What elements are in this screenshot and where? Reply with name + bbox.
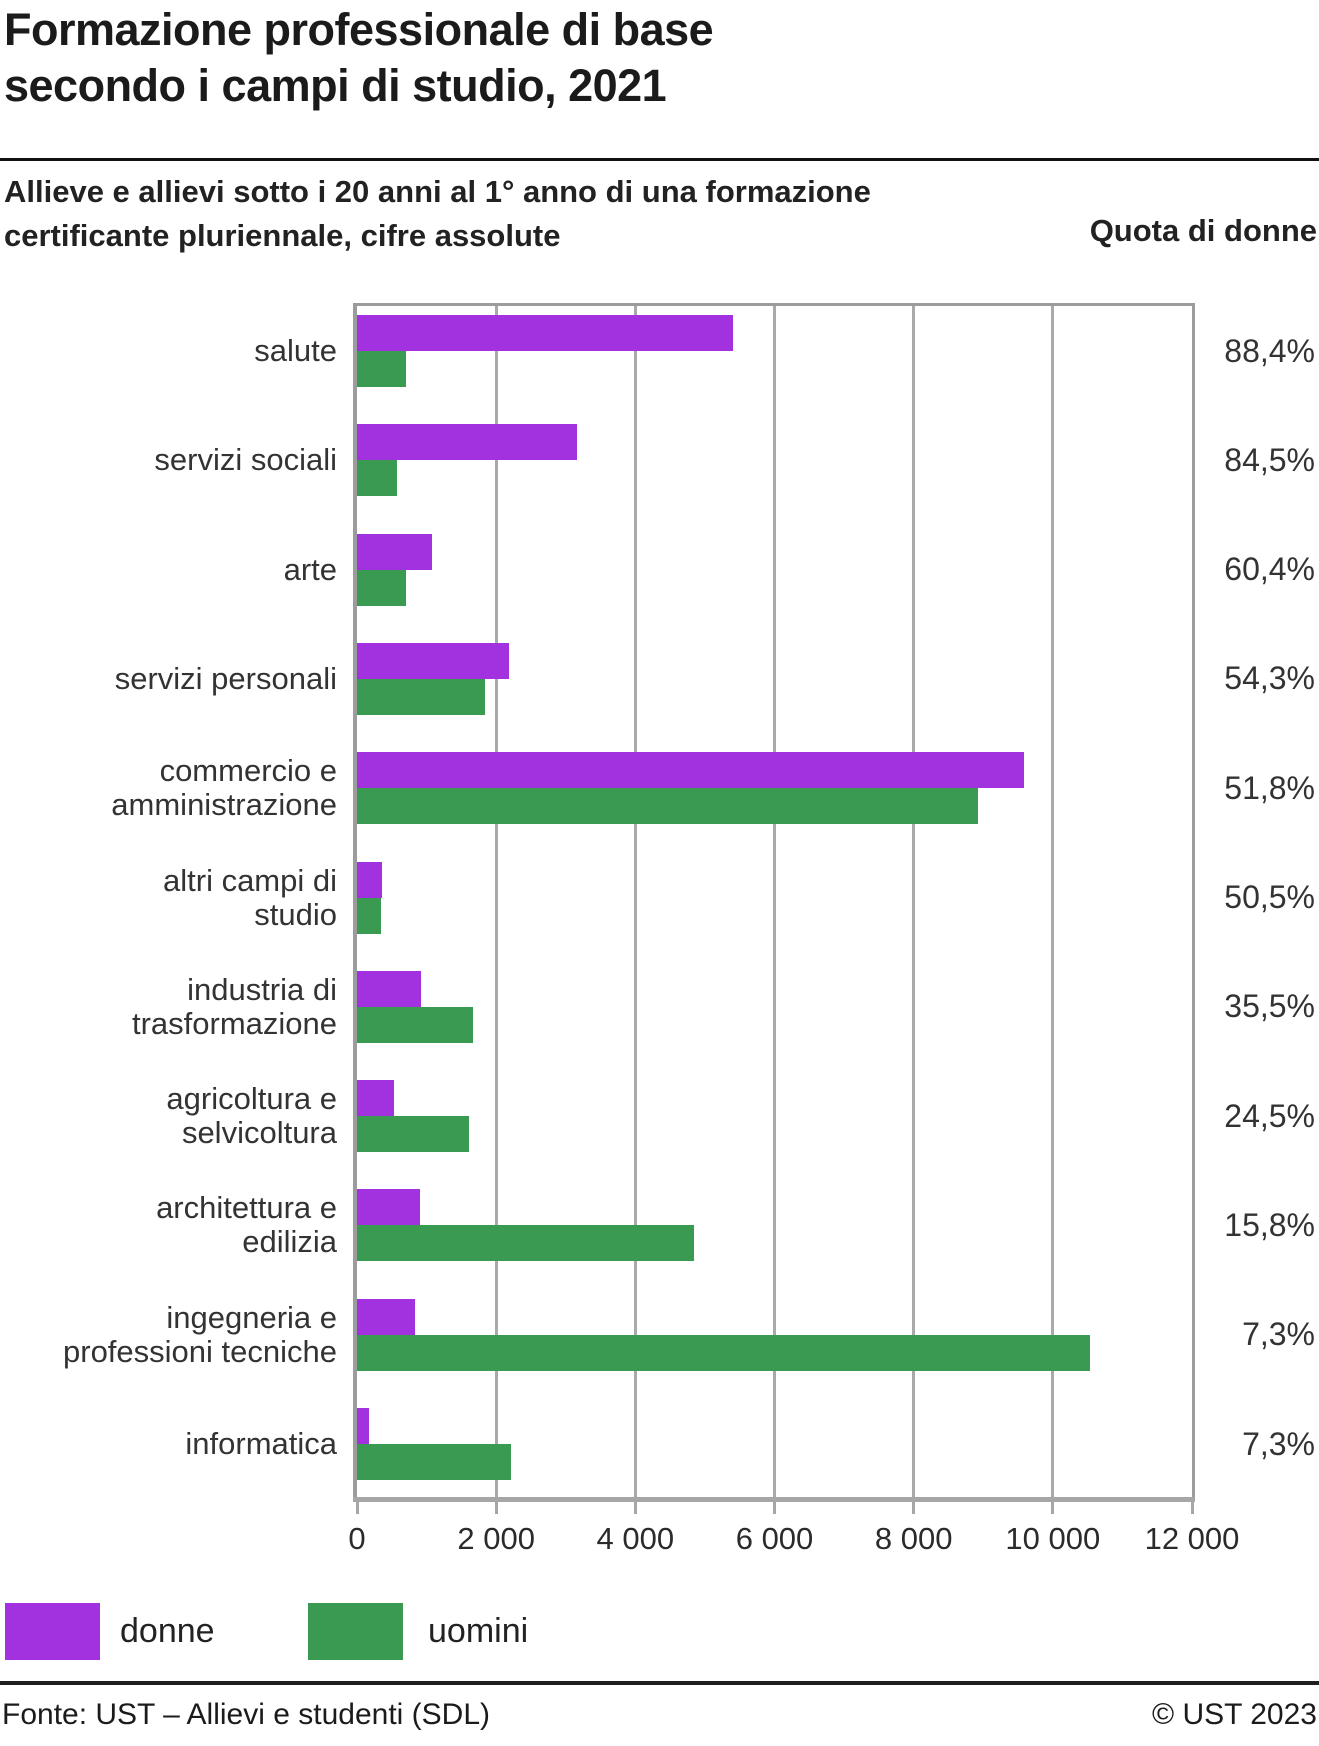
x-tick-label: 10 000 <box>1005 1521 1101 1556</box>
x-axis-tick-mark <box>773 1497 776 1514</box>
x-axis-tick-mark <box>494 1497 498 1514</box>
quota-donne-value-servizi-sociali: 84,5% <box>1224 441 1315 478</box>
category-label-salute: salute <box>0 315 337 387</box>
footer: Fonte: UST – Allievi e studenti (SDL) © … <box>0 1698 1319 1732</box>
chart-legend: donne uomini <box>0 1603 1319 1663</box>
bar-donne-commercio-e-amministrazione <box>357 752 1025 789</box>
bar-uomini-architettura-e-edilizia <box>357 1225 695 1262</box>
x-axis-tick-mark <box>355 1497 359 1514</box>
bar-uomini-informatica <box>357 1444 512 1480</box>
category-label-architettura-e-edilizia: architettura e edilizia <box>0 1189 337 1261</box>
plot-border-right <box>1192 303 1195 1497</box>
quota-donne-value-servizi-personali: 54,3% <box>1224 660 1315 697</box>
bar-donne-informatica <box>357 1408 370 1444</box>
source-note: Fonte: UST – Allievi e studenti (SDL) <box>2 1698 490 1731</box>
category-label-commercio-e-amministrazione: commercio e amministrazione <box>0 752 337 824</box>
gridline <box>773 306 776 1497</box>
category-label-servizi-sociali: servizi sociali <box>0 424 337 496</box>
category-label-text: informatica <box>185 1426 337 1461</box>
category-label-servizi-personali: servizi personali <box>0 643 337 715</box>
category-label-informatica: informatica <box>0 1408 337 1480</box>
category-label-text: servizi personali <box>114 660 337 696</box>
plot-area <box>357 306 1192 1497</box>
title-divider <box>0 158 1319 161</box>
quota-di-donne-column-label: Quota di donne <box>1089 213 1317 248</box>
bar-donne-architettura-e-edilizia <box>357 1189 421 1226</box>
x-tick-label: 4 000 <box>596 1521 675 1556</box>
quota-donne-value-agricoltura-e-selvicoltura: 24,5% <box>1224 1097 1315 1134</box>
gridline <box>1051 306 1055 1497</box>
title-line-1: Formazione professionale di base <box>4 4 714 55</box>
quota-donne-value-salute: 88,4% <box>1224 332 1315 369</box>
x-axis-tick-mark <box>1190 1497 1194 1514</box>
category-label-altri-campi-di-studio: altri campi di studio <box>0 862 337 934</box>
bar-uomini-servizi-personali <box>357 678 486 715</box>
quota-donne-value-informatica: 7,3% <box>1242 1425 1315 1462</box>
quota-donne-value-commercio-e-amministrazione: 51,8% <box>1224 769 1315 806</box>
bar-uomini-commercio-e-amministrazione <box>357 788 979 825</box>
category-label-text: agricoltura e selvicoltura <box>166 1081 337 1151</box>
category-label-text: architettura e edilizia <box>156 1190 337 1260</box>
page-title: Formazione professionale di base secondo… <box>4 2 714 114</box>
footer-divider <box>0 1681 1319 1685</box>
x-axis-tick-mark <box>633 1497 637 1514</box>
category-label-ingegneria-e-professioni-tecniche: ingegneria e professioni tecniche <box>0 1299 337 1371</box>
title-line-2: secondo i campi di studio, 2021 <box>4 60 667 111</box>
category-label-agricoltura-e-selvicoltura: agricoltura e selvicoltura <box>0 1080 337 1152</box>
legend-label-donne: donne <box>120 1612 215 1650</box>
category-label-text: servizi sociali <box>154 442 337 478</box>
category-label-text: altri campi di studio <box>163 862 337 932</box>
bar-uomini-altri-campi-di-studio <box>357 897 382 934</box>
bar-donne-altri-campi-di-studio <box>357 861 382 898</box>
quota-donne-value-altri-campi-di-studio: 50,5% <box>1224 879 1315 915</box>
subtitle-line-2: certificante pluriennale, cifre assolute <box>4 218 561 253</box>
bar-uomini-salute <box>357 351 407 387</box>
category-label-industria-di-trasformazione: industria di trasformazione <box>0 971 337 1043</box>
category-label-text: salute <box>254 333 337 368</box>
bar-donne-agricoltura-e-selvicoltura <box>357 1080 394 1117</box>
x-axis-tick-mark <box>1051 1497 1055 1514</box>
quota-donne-value-architettura-e-edilizia: 15,8% <box>1224 1206 1315 1243</box>
x-tick-label: 12 000 <box>1144 1521 1240 1556</box>
bar-donne-salute <box>357 315 733 351</box>
category-label-text: ingegneria e professioni tecniche <box>63 1299 337 1369</box>
plot-border-top <box>353 303 1195 306</box>
bar-donne-ingegneria-e-professioni-tecniche <box>357 1298 415 1335</box>
bar-uomini-industria-di-trasformazione <box>357 1006 474 1043</box>
legend-swatch-uomini <box>308 1603 403 1660</box>
bar-uomini-ingegneria-e-professioni-tecniche <box>357 1334 1091 1371</box>
bar-donne-arte <box>357 533 433 570</box>
chart-subtitle: Allieve e allievi sotto i 20 anni al 1° … <box>4 170 871 258</box>
x-axis-tick-mark <box>912 1497 916 1514</box>
x-tick-label: 8 000 <box>874 1521 953 1556</box>
x-tick-label: 6 000 <box>735 1521 814 1556</box>
y-axis-line <box>353 303 357 1502</box>
category-label-text: arte <box>283 551 337 587</box>
subtitle-line-1: Allieve e allievi sotto i 20 anni al 1° … <box>4 174 871 209</box>
legend-swatch-donne <box>5 1603 100 1660</box>
legend-label-uomini: uomini <box>428 1612 529 1650</box>
gridline <box>494 306 498 1497</box>
category-label-text: industria di trasformazione <box>131 971 337 1041</box>
x-tick-label: 2 000 <box>457 1521 535 1556</box>
copyright-note: © UST 2023 <box>1152 1698 1317 1731</box>
quota-donne-value-arte: 60,4% <box>1224 551 1315 588</box>
quota-donne-value-industria-di-trasformazione: 35,5% <box>1224 988 1315 1025</box>
x-tick-label: 0 <box>348 1521 366 1556</box>
gridline <box>633 306 637 1497</box>
bar-donne-servizi-personali <box>357 642 510 679</box>
bar-uomini-agricoltura-e-selvicoltura <box>357 1116 470 1153</box>
bar-uomini-servizi-sociali <box>357 460 398 497</box>
bar-donne-industria-di-trasformazione <box>357 970 422 1007</box>
bar-uomini-arte <box>357 569 407 606</box>
category-label-text: commercio e amministrazione <box>111 753 337 823</box>
category-label-arte: arte <box>0 534 337 606</box>
gridline <box>912 306 916 1497</box>
quota-donne-value-ingegneria-e-professioni-tecniche: 7,3% <box>1242 1316 1315 1353</box>
bar-donne-servizi-sociali <box>357 424 577 461</box>
